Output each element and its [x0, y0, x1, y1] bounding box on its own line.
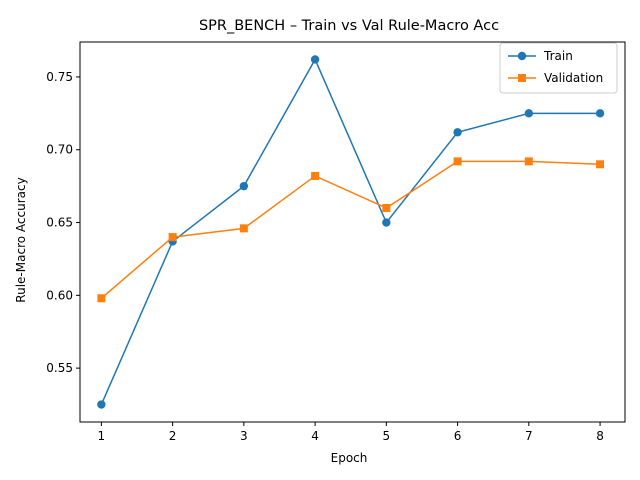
legend-label: Validation: [544, 71, 603, 85]
y-axis-label: Rule-Macro Accuracy: [14, 177, 28, 302]
data-point: [453, 157, 462, 166]
data-point: [453, 128, 462, 137]
data-point: [239, 181, 249, 191]
y-tick-label: 0.55: [46, 361, 73, 375]
series-validation: [97, 157, 605, 303]
data-point: [382, 218, 391, 227]
y-tick-label: 0.75: [46, 70, 73, 84]
data-point: [97, 400, 106, 409]
chart-title: SPR_BENCH – Train vs Val Rule-Macro Acc: [199, 18, 499, 34]
y-tick-label: 0.60: [46, 288, 73, 302]
data-point: [311, 171, 320, 180]
series-layer: [97, 55, 605, 409]
y-tick-label: 0.65: [46, 216, 73, 230]
x-axis-ticks: 1 2 3 4 5 6 7 8: [98, 422, 604, 443]
y-axis-ticks: 0.55 0.60 0.65 0.70 0.75: [46, 70, 80, 375]
x-tick-label: 8: [596, 429, 604, 443]
plot-area: [79, 41, 626, 423]
data-point: [97, 294, 106, 303]
legend-label: Train: [543, 49, 573, 63]
data-point: [168, 233, 177, 242]
series-train: [97, 55, 605, 409]
legend-item-validation: Validation: [508, 71, 603, 85]
series-line: [100, 57, 601, 405]
data-point: [524, 157, 533, 166]
plot-frame: [79, 41, 626, 423]
data-point: [382, 203, 391, 212]
legend-item-train: Train: [508, 49, 573, 63]
legend-marker: [518, 74, 526, 82]
data-point: [310, 55, 320, 64]
x-axis-label: Epoch: [331, 451, 368, 465]
data-point: [595, 109, 605, 118]
x-tick-label: 7: [525, 429, 533, 443]
series-line: [100, 160, 601, 299]
legend-marker: [517, 51, 527, 61]
x-tick-label: 1: [98, 429, 106, 443]
x-tick-label: 4: [311, 429, 319, 443]
x-tick-label: 2: [169, 429, 177, 443]
y-tick-label: 0.70: [46, 143, 73, 157]
legend: Train Validation: [499, 42, 618, 94]
data-point: [524, 109, 534, 118]
x-tick-label: 3: [240, 429, 248, 443]
data-point: [596, 160, 605, 169]
x-tick-label: 6: [454, 429, 462, 443]
data-point: [239, 224, 248, 233]
x-tick-label: 5: [383, 429, 391, 443]
